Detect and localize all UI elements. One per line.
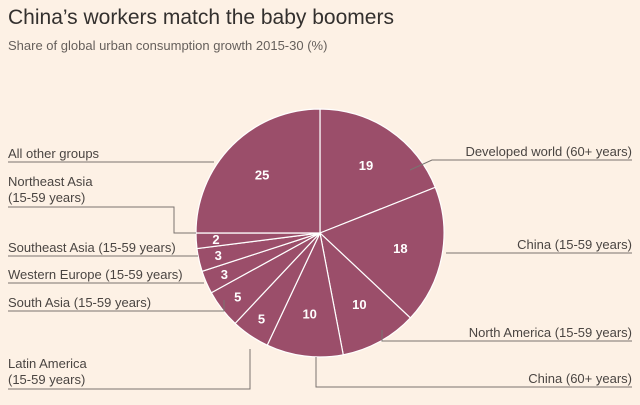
slice-category-label: China (15-59 years) [517,237,632,252]
slice-value-label: 19 [359,158,373,173]
slice-category-label: South Asia (15-59 years) [8,295,151,310]
leader-line [315,357,632,388]
leader-line [8,206,196,234]
leader-line [409,159,632,171]
chart-subtitle: Share of global urban consumption growth… [8,38,328,53]
leader-line [8,349,251,390]
slice-category-label: Latin America [8,356,88,371]
slice-category-label: All other groups [8,146,100,161]
slice-value-label: 3 [215,248,222,263]
slice-value-label: 3 [221,267,228,282]
pie-slice [318,186,445,319]
slice-category-label: China (60+ years) [528,371,632,386]
slice-value-label: 25 [255,168,269,183]
leader-line [8,300,225,312]
slice-value-label: 2 [212,232,219,247]
leader-line [381,330,632,342]
slice-category-label: Southeast Asia (15-59 years) [8,240,176,255]
slice-category-label: (15-59 years) [8,190,85,205]
pie-slice [319,231,412,356]
slice-value-label: 5 [258,312,265,327]
slice-category-label: Western Europe (15-59 years) [8,267,183,282]
leader-lines [8,159,632,390]
pie-slices [195,108,445,358]
slice-category-label: North America (15-59 years) [469,325,632,340]
pie-slice [319,108,437,234]
slice-category-label: (15-59 years) [8,372,85,387]
chart-title: China’s workers match the baby boomers [8,6,394,29]
slice-value-label: 10 [302,307,316,322]
slice-value-label: 5 [234,289,241,304]
pie-slice [195,108,321,234]
slice-category-label: Developed world (60+ years) [465,144,632,159]
pie-slice [266,231,344,358]
slice-labels: Developed world (60+ years) China (15-59 … [8,144,632,387]
slice-value-label: 10 [352,297,366,312]
slice-category-label: Northeast Asia [8,174,93,189]
slice-value-label: 18 [393,241,407,256]
